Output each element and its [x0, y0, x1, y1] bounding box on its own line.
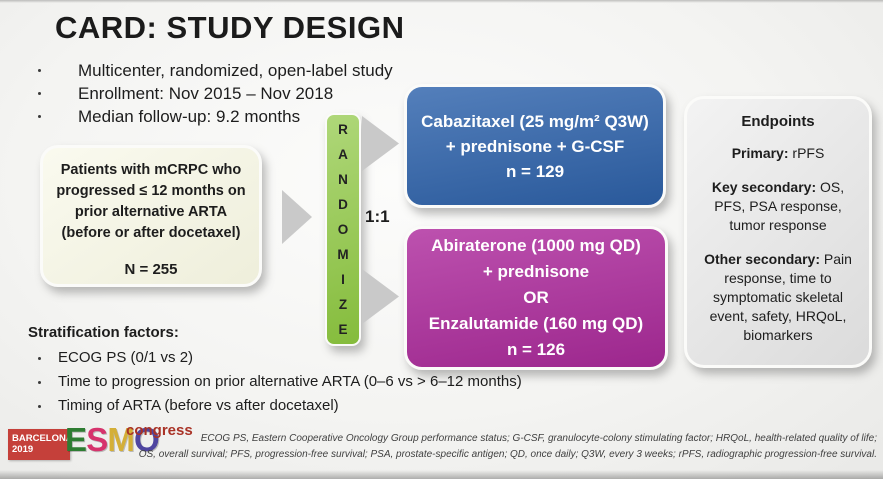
- arm-regimen-line: + prednisone: [482, 262, 590, 281]
- endpoints-key-secondary-text: OS, PFS, PSA response, tumor response: [714, 179, 845, 233]
- bullet-dot-icon: [38, 381, 41, 384]
- abbreviations-line: OS, overall survival; PFS, progression-f…: [138, 449, 877, 460]
- arm-regimen-line: Cabazitaxel (25 mg/m² Q3W): [421, 111, 649, 131]
- randomize-letter: M: [337, 247, 349, 262]
- arm-abiraterone-enzalutamide-box: Abiraterone (1000 mg QD) + prednisone OR…: [404, 226, 668, 370]
- stratification-item-text: Time to progression on prior alternative…: [58, 373, 522, 390]
- abbreviations-footnote: ECOG PS, Eastern Cooperative Oncology Gr…: [117, 431, 877, 463]
- endpoints-primary: Primary: rPFS: [695, 144, 861, 163]
- overview-bullet: Enrollment: Nov 2015 – Nov 2018: [36, 82, 393, 105]
- randomize-box: R A N D O M I Z E: [325, 113, 361, 346]
- randomize-letter: A: [338, 147, 348, 162]
- logo-venue-year: 2019: [12, 444, 34, 455]
- bullet-dot-icon: [38, 405, 41, 408]
- endpoints-other-secondary: Other secondary: Pain response, time to …: [695, 250, 861, 345]
- endpoints-other-secondary-label: Other secondary:: [704, 251, 820, 267]
- arm-sample-size: n = 129: [505, 161, 565, 181]
- stratification-list: ECOG PS (0/1 vs 2) Time to progression o…: [28, 346, 522, 418]
- endpoints-primary-label: Primary:: [731, 145, 789, 161]
- patient-box-line: progressed ≤ 12 months on: [56, 183, 246, 199]
- endpoints-other-secondary-text: Pain response, time to symptomatic skele…: [709, 251, 852, 343]
- esmo-letter: S: [86, 421, 108, 458]
- patient-box-line: (before or after docetaxel): [61, 225, 241, 241]
- overview-bullet-text: Multicenter, randomized, open-label stud…: [78, 61, 393, 80]
- endpoints-box: Endpoints Primary: rPFS Key secondary: O…: [684, 96, 872, 368]
- patient-box-line: Patients with mCRPC who: [60, 162, 242, 178]
- abbreviations-line: ECOG PS, Eastern Cooperative Oncology Gr…: [200, 433, 877, 444]
- study-overview-bullets: Multicenter, randomized, open-label stud…: [36, 59, 393, 128]
- randomize-letter: R: [338, 122, 348, 137]
- randomize-letter: O: [337, 222, 349, 237]
- stratification-item: Timing of ARTA (before vs after docetaxe…: [28, 394, 522, 418]
- randomize-letter: D: [338, 197, 348, 212]
- endpoints-primary-text: rPFS: [788, 145, 825, 161]
- arm-sample-size: n = 126: [506, 340, 566, 359]
- stratification-item: Time to progression on prior alternative…: [28, 370, 522, 394]
- patient-box-line: prior alternative ARTA: [74, 204, 228, 220]
- stratification-item: ECOG PS (0/1 vs 2): [28, 346, 522, 370]
- overview-bullet: Median follow-up: 9.2 months: [36, 105, 393, 128]
- bullet-dot-icon: [38, 115, 41, 118]
- overview-bullet-text: Median follow-up: 9.2 months: [78, 107, 301, 126]
- arrow-right-icon: [282, 190, 312, 244]
- randomize-letter: E: [338, 322, 348, 337]
- endpoints-key-secondary: Key secondary: OS, PFS, PSA response, tu…: [695, 178, 861, 235]
- congress-label: congress: [126, 422, 193, 439]
- overview-bullet: Multicenter, randomized, open-label stud…: [36, 59, 393, 82]
- arm-cabazitaxel-box: Cabazitaxel (25 mg/m² Q3W) + prednisone …: [404, 84, 666, 208]
- endpoints-key-secondary-label: Key secondary:: [711, 179, 817, 195]
- arm-regimen-line: OR: [523, 288, 549, 307]
- stratification-item-text: Timing of ARTA (before vs after docetaxe…: [58, 397, 339, 414]
- arm-regimen-line: + prednisone + G-CSF: [445, 136, 625, 156]
- overview-bullet-text: Enrollment: Nov 2015 – Nov 2018: [78, 84, 334, 103]
- patient-population-box: Patients with mCRPC who progressed ≤ 12 …: [40, 145, 262, 287]
- bullet-dot-icon: [38, 69, 41, 72]
- esmo-letter: E: [65, 421, 87, 458]
- randomize-letter: Z: [338, 297, 348, 312]
- stratification-item-text: ECOG PS (0/1 vs 2): [58, 349, 194, 366]
- logo-venue-city: BARCELONA: [12, 433, 73, 444]
- randomize-letter: I: [341, 272, 345, 287]
- enrolled-count: N = 255: [124, 261, 178, 278]
- bullet-dot-icon: [38, 357, 41, 360]
- slide-title: CARD: STUDY DESIGN: [55, 10, 405, 45]
- arm-regimen-line: Enzalutamide (160 mg QD): [428, 314, 644, 333]
- stratification-heading: Stratification factors:: [28, 324, 179, 341]
- arrow-right-icon: [362, 269, 399, 324]
- arm-regimen-line: Abiraterone (1000 mg QD): [431, 236, 641, 255]
- bullet-dot-icon: [38, 92, 41, 95]
- logo-venue-badge: BARCELONA 2019: [8, 429, 73, 460]
- endpoints-title: Endpoints: [741, 113, 815, 130]
- randomization-ratio-label: 1:1: [365, 207, 390, 226]
- randomize-letter: N: [338, 172, 348, 187]
